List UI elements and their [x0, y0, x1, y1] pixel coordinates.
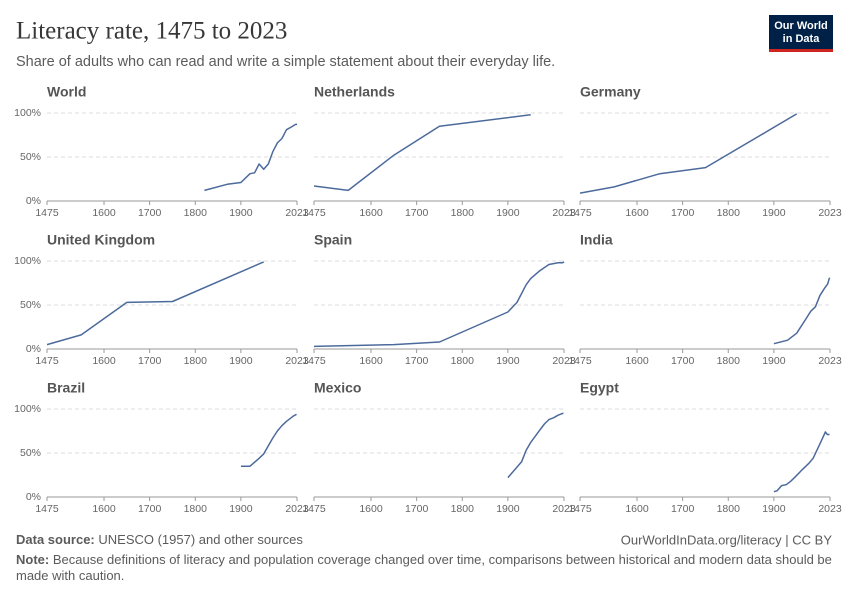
line	[579, 113, 798, 194]
x-tick-label: 2023	[818, 355, 842, 367]
x-tick-label: 1800	[717, 503, 741, 515]
x-tick-label: 1800	[451, 503, 475, 515]
x-tick-label: 1600	[359, 355, 383, 367]
line	[240, 413, 297, 467]
x-tick-label: 1900	[762, 355, 786, 367]
y-tick-label: 50%	[20, 447, 41, 459]
line	[773, 431, 830, 493]
x-tick-label: 1900	[762, 503, 786, 515]
x-tick-label: 2023	[285, 355, 309, 367]
x-tick-label: 1700	[405, 355, 429, 367]
title: Literacy rate, 1475 to 2023	[16, 18, 287, 45]
panel-title: Brazil	[47, 380, 85, 396]
x-tick-label: 2023	[552, 503, 576, 515]
x-tick-label: 2023	[285, 503, 309, 515]
x-tick-label: 1800	[451, 355, 475, 367]
x-tick-label: 1900	[762, 207, 786, 219]
x-tick-label: 1475	[568, 207, 592, 219]
y-tick-label: 0%	[26, 491, 41, 503]
x-tick-label: 1600	[92, 355, 116, 367]
y-tick-label: 100%	[14, 255, 41, 267]
x-tick-label: 1600	[625, 207, 649, 219]
panel-title: Germany	[580, 84, 641, 100]
x-tick-label: 1900	[229, 503, 253, 515]
line	[313, 261, 565, 348]
x-tick-label: 2023	[285, 207, 309, 219]
x-tick-label: 1900	[496, 503, 520, 515]
y-tick-label: 50%	[20, 151, 41, 163]
line	[773, 277, 831, 345]
note-box: Note: Because definitions of literacy an…	[16, 552, 832, 584]
line	[46, 261, 264, 346]
x-tick-label: 1475	[568, 503, 592, 515]
line	[204, 123, 297, 192]
credit: OurWorldInData.org/literacy | CC BY	[621, 532, 833, 547]
panel-title: United Kingdom	[47, 232, 155, 248]
x-tick-label: 1700	[671, 207, 695, 219]
line	[313, 114, 531, 192]
logo: Our World in Data	[769, 15, 833, 52]
panel-title: Egypt	[580, 380, 619, 396]
source: Data source: UNESCO (1957) and other sou…	[16, 532, 303, 547]
line	[507, 412, 564, 479]
subtitle: Share of adults who can read and write a…	[16, 54, 555, 70]
x-tick-label: 1800	[717, 207, 741, 219]
x-tick-label: 1475	[35, 503, 59, 515]
x-tick-label: 1900	[496, 355, 520, 367]
x-tick-label: 1600	[625, 503, 649, 515]
note-text: Because definitions of literacy and popu…	[16, 552, 832, 583]
panel-title: World	[47, 84, 86, 100]
logo-bar	[769, 49, 833, 52]
logo-box	[769, 15, 833, 52]
x-tick-label: 1475	[302, 355, 326, 367]
x-tick-label: 1900	[229, 355, 253, 367]
x-tick-label: 1800	[717, 355, 741, 367]
x-tick-label: 1700	[405, 207, 429, 219]
x-tick-label: 1600	[359, 503, 383, 515]
x-tick-label: 1900	[229, 207, 253, 219]
x-tick-label: 2023	[818, 503, 842, 515]
x-tick-label: 1900	[496, 207, 520, 219]
y-tick-label: 0%	[26, 195, 41, 207]
source-label: Data source:	[16, 532, 95, 547]
source-text: UNESCO (1957) and other sources	[98, 532, 303, 547]
x-tick-label: 1475	[35, 355, 59, 367]
x-tick-label: 1600	[625, 355, 649, 367]
logo-text: in Data	[783, 33, 821, 45]
x-tick-label: 1600	[92, 503, 116, 515]
y-tick-label: 100%	[14, 403, 41, 415]
y-tick-label: 100%	[14, 107, 41, 119]
x-tick-label: 1475	[568, 355, 592, 367]
panel-title: Netherlands	[314, 84, 395, 100]
note-label: Note:	[16, 552, 50, 567]
x-tick-label: 2023	[552, 207, 576, 219]
x-tick-label: 1600	[92, 207, 116, 219]
x-tick-label: 1800	[184, 355, 208, 367]
x-tick-label: 1700	[138, 355, 162, 367]
x-tick-label: 1800	[184, 503, 208, 515]
x-tick-label: 1475	[35, 207, 59, 219]
x-tick-label: 1800	[184, 207, 208, 219]
x-tick-label: 1700	[671, 503, 695, 515]
panel-title: Spain	[314, 232, 352, 248]
note: Note: Because definitions of literacy an…	[16, 552, 832, 584]
x-tick-label: 1800	[451, 207, 475, 219]
logo-text: Our World	[774, 20, 828, 32]
x-tick-label: 1600	[359, 207, 383, 219]
x-tick-label: 1475	[302, 207, 326, 219]
x-tick-label: 2023	[818, 207, 842, 219]
panel-title: India	[580, 232, 613, 248]
x-tick-label: 2023	[552, 355, 576, 367]
x-tick-label: 1700	[671, 355, 695, 367]
x-tick-label: 1700	[138, 503, 162, 515]
x-tick-label: 1475	[302, 503, 326, 515]
panel-title: Mexico	[314, 380, 361, 396]
x-tick-label: 1700	[405, 503, 429, 515]
y-tick-label: 50%	[20, 299, 41, 311]
x-tick-label: 1700	[138, 207, 162, 219]
y-tick-label: 0%	[26, 343, 41, 355]
